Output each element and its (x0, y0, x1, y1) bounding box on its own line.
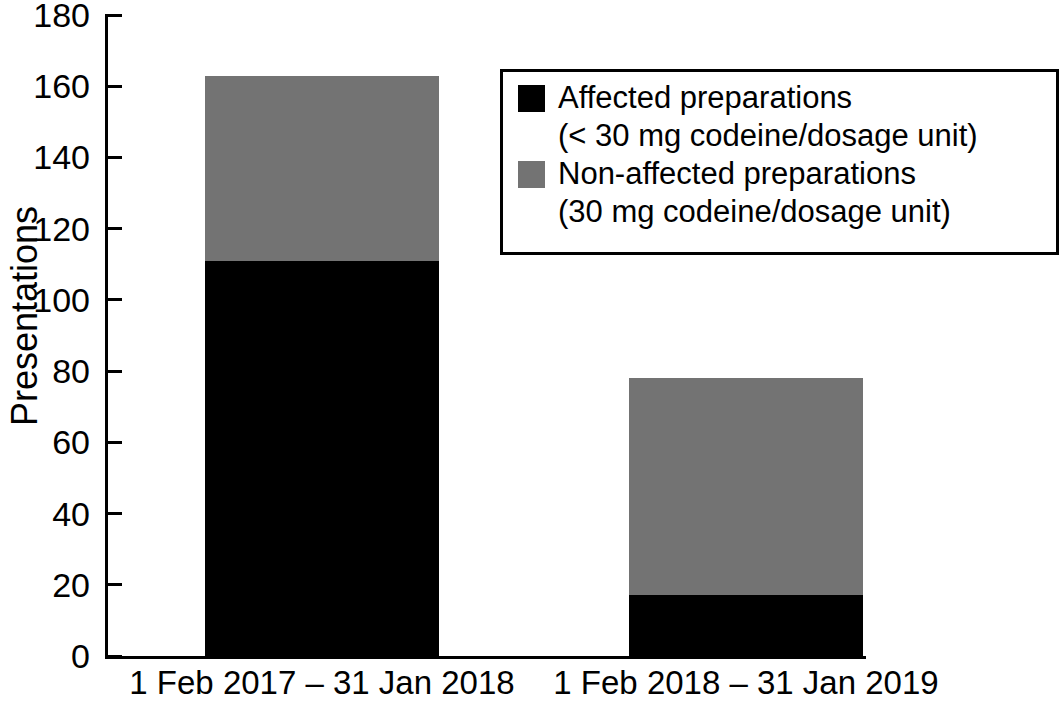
x-category-label: 1 Feb 2017 – 31 Jan 2018 (82, 664, 562, 702)
legend-label-non-affected: Non-affected preparations (558, 155, 1052, 193)
y-tick-label: 60 (0, 422, 90, 462)
stacked-bar-chart: Presentations 020406080100120140160180 1… (0, 0, 1064, 708)
legend-label-affected-detail: (< 30 mg codeine/dosage unit) (558, 117, 1052, 155)
y-tick-label: 120 (0, 209, 90, 249)
y-axis-line (105, 15, 108, 659)
legend-label-non-affected-detail: (30 mg codeine/dosage unit) (558, 193, 1052, 231)
legend-swatch-affected (518, 79, 558, 117)
y-tick-label: 140 (0, 137, 90, 177)
y-tick-label: 20 (0, 565, 90, 605)
bar-segment (629, 595, 863, 656)
y-tick-label: 160 (0, 66, 90, 106)
legend-label-affected: Affected preparations (558, 79, 1052, 117)
y-tick-label: 0 (0, 636, 90, 676)
x-category-label: 1 Feb 2018 – 31 Jan 2019 (506, 664, 986, 702)
legend-swatch-non-affected (518, 155, 558, 193)
y-tick-label: 40 (0, 494, 90, 534)
y-tick-label: 100 (0, 280, 90, 320)
black-square-icon (518, 85, 545, 112)
y-tick-label: 180 (0, 0, 90, 35)
gray-square-icon (518, 161, 545, 188)
y-tick-label: 80 (0, 351, 90, 391)
bar-segment (205, 261, 439, 656)
legend: Affected preparations (< 30 mg codeine/d… (500, 69, 1059, 255)
bar-segment (205, 76, 439, 261)
bar-segment (629, 378, 863, 595)
x-axis-line (105, 656, 866, 659)
